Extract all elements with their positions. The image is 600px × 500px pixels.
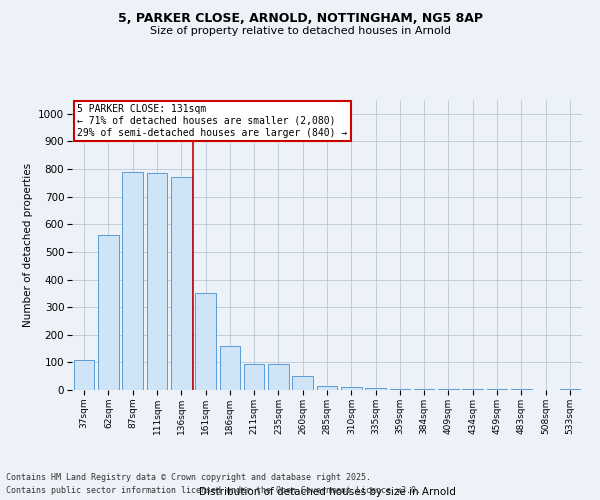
- Bar: [98, 236, 119, 390]
- X-axis label: Distribution of detached houses by size in Arnold: Distribution of detached houses by size …: [199, 487, 455, 497]
- Bar: [122, 172, 143, 390]
- Bar: [560, 388, 580, 390]
- Bar: [244, 364, 265, 390]
- Bar: [438, 389, 459, 390]
- Bar: [171, 178, 191, 390]
- Text: Size of property relative to detached houses in Arnold: Size of property relative to detached ho…: [149, 26, 451, 36]
- Y-axis label: Number of detached properties: Number of detached properties: [23, 163, 32, 327]
- Bar: [195, 294, 216, 390]
- Bar: [146, 173, 167, 390]
- Text: 5, PARKER CLOSE, ARNOLD, NOTTINGHAM, NG5 8AP: 5, PARKER CLOSE, ARNOLD, NOTTINGHAM, NG5…: [118, 12, 482, 26]
- Bar: [389, 388, 410, 390]
- Text: 5 PARKER CLOSE: 131sqm
← 71% of detached houses are smaller (2,080)
29% of semi-: 5 PARKER CLOSE: 131sqm ← 71% of detached…: [77, 104, 347, 138]
- Text: Contains HM Land Registry data © Crown copyright and database right 2025.: Contains HM Land Registry data © Crown c…: [6, 474, 371, 482]
- Bar: [341, 387, 362, 390]
- Bar: [268, 364, 289, 390]
- Bar: [365, 388, 386, 390]
- Text: Contains public sector information licensed under the Open Government Licence v3: Contains public sector information licen…: [6, 486, 421, 495]
- Bar: [220, 346, 240, 390]
- Bar: [317, 386, 337, 390]
- Bar: [292, 376, 313, 390]
- Bar: [463, 389, 483, 390]
- Bar: [414, 388, 434, 390]
- Bar: [74, 360, 94, 390]
